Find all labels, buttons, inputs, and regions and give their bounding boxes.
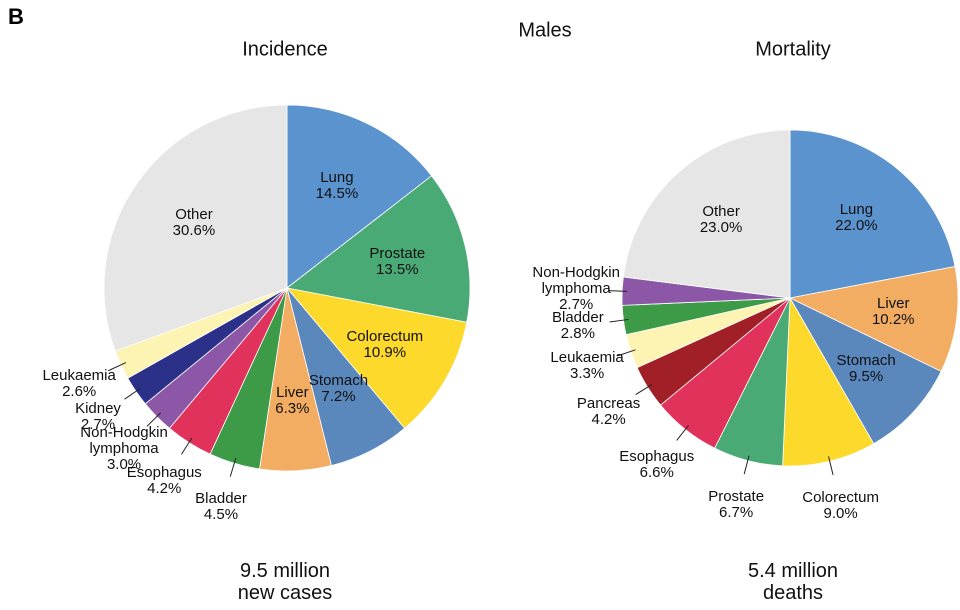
pie-slice [103, 104, 288, 352]
leader-line [229, 457, 237, 477]
slice-label: Prostate 13.5% [337, 244, 457, 278]
slice-label: Colorectum 9.0% [781, 488, 901, 522]
slice-label: Lung 14.5% [277, 170, 397, 202]
slice-label: Non-Hodgkin lymphoma 3.0% [64, 423, 184, 473]
slice-value: 30.6% [172, 222, 216, 240]
chart-title: Incidence [242, 38, 328, 61]
slice-name: Leukaemia [42, 367, 116, 385]
slice-value: 3.0% [106, 455, 142, 473]
slice-value: 13.5% [376, 260, 419, 278]
slice-value: 2.7% [80, 416, 116, 434]
slice-label: Other 23.0% [661, 202, 781, 236]
slice-label: Leukaemia 3.3% [527, 350, 647, 382]
slice-name: Non-Hodgkin lymphoma [80, 423, 168, 457]
slice-label: Prostate 6.7% [676, 489, 796, 521]
slice-name: Esophagus [126, 464, 202, 482]
slice-value: 23.0% [699, 218, 743, 236]
slice-value: 4.2% [591, 410, 626, 428]
leader-line [181, 437, 193, 455]
leader-line [676, 425, 689, 441]
leader-line [828, 456, 834, 475]
slice-value: 2.8% [560, 325, 595, 343]
slice-label: Stomach 7.2% [279, 373, 399, 405]
chart-footnote: 5.4 million deaths [747, 560, 839, 604]
slice-label: Bladder 2.8% [518, 310, 638, 342]
slice-value: 6.3% [275, 400, 310, 418]
slice-value: 2.7% [559, 296, 594, 314]
slice-name: Liver [276, 384, 309, 402]
slice-name: Esophagus [619, 448, 695, 466]
slice-value: 10.9% [363, 344, 407, 362]
slice-label: Bladder 4.5% [161, 491, 281, 523]
slice-label: Kidney 2.7% [38, 401, 158, 433]
slice-name: Prostate [369, 244, 426, 262]
slice-label: Pancreas 4.2% [549, 394, 669, 428]
leader-line [124, 387, 141, 400]
pie-slice [788, 266, 959, 372]
chart-title: Mortality [755, 38, 831, 61]
slice-name: Prostate [708, 488, 765, 506]
slice-label: Non-Hodgkin lymphoma 2.7% [516, 265, 636, 313]
leader-line [617, 349, 636, 357]
slice-label: Lung 22.0% [796, 200, 916, 234]
slice-value: 4.5% [203, 506, 239, 524]
slice-name: Leukaemia [550, 349, 624, 367]
figure-title: Males [518, 19, 572, 42]
leader-line [608, 290, 628, 292]
slice-name: Bladder [195, 490, 247, 508]
chart-footnote: 9.5 million new cases [237, 560, 333, 604]
slice-label: Stomach 9.5% [806, 353, 926, 385]
slice-name: Pancreas [576, 394, 641, 412]
slice-value: 3.3% [569, 365, 605, 383]
slice-value: 6.7% [719, 504, 754, 522]
leader-line [743, 455, 750, 475]
slice-value: 22.0% [835, 216, 878, 234]
slice-label: Other 30.6% [134, 207, 254, 239]
leader-line [635, 384, 653, 395]
leader-line [108, 362, 127, 372]
slice-name: Colorectum [346, 328, 424, 346]
slice-value: 9.0% [823, 504, 858, 522]
pie-slice [622, 129, 791, 299]
slice-value: 7.2% [321, 388, 356, 406]
pie-slice [789, 297, 942, 445]
slice-name: Bladder [552, 309, 604, 327]
slice-name: Other [175, 206, 213, 224]
slice-name: Lung [320, 169, 354, 187]
slice-name: Stomach [836, 352, 896, 370]
slice-name: Colorectum [802, 488, 879, 506]
slice-label: Esophagus 6.6% [597, 449, 717, 481]
pie-slice [789, 129, 956, 299]
slice-name: Non-Hodgkin lymphoma [532, 264, 620, 298]
slice-label: Liver 6.3% [232, 385, 352, 417]
pie-slice [286, 175, 471, 323]
slice-label: Esophagus 4.2% [104, 465, 224, 497]
slice-label: Colorectum 10.9% [325, 329, 445, 361]
pie-slice [285, 287, 468, 429]
slice-name: Lung [839, 200, 874, 218]
slice-name: Liver [876, 294, 910, 312]
slice-name: Kidney [75, 400, 121, 418]
slice-label: Liver 10.2% [833, 294, 953, 328]
slice-value: 9.5% [849, 368, 884, 386]
leader-line [609, 318, 629, 323]
slice-value: 2.6% [62, 383, 97, 401]
slice-name: Stomach [308, 372, 369, 390]
leader-line [146, 412, 162, 427]
slice-value: 14.5% [315, 185, 359, 203]
pie-slice [286, 104, 433, 289]
slice-value: 6.6% [639, 464, 674, 482]
panel-label: B [8, 4, 24, 29]
slice-value: 10.2% [871, 310, 915, 328]
slice-value: 4.2% [147, 480, 182, 498]
slice-label: Leukaemia 2.6% [19, 368, 139, 400]
slice-name: Other [702, 202, 740, 220]
